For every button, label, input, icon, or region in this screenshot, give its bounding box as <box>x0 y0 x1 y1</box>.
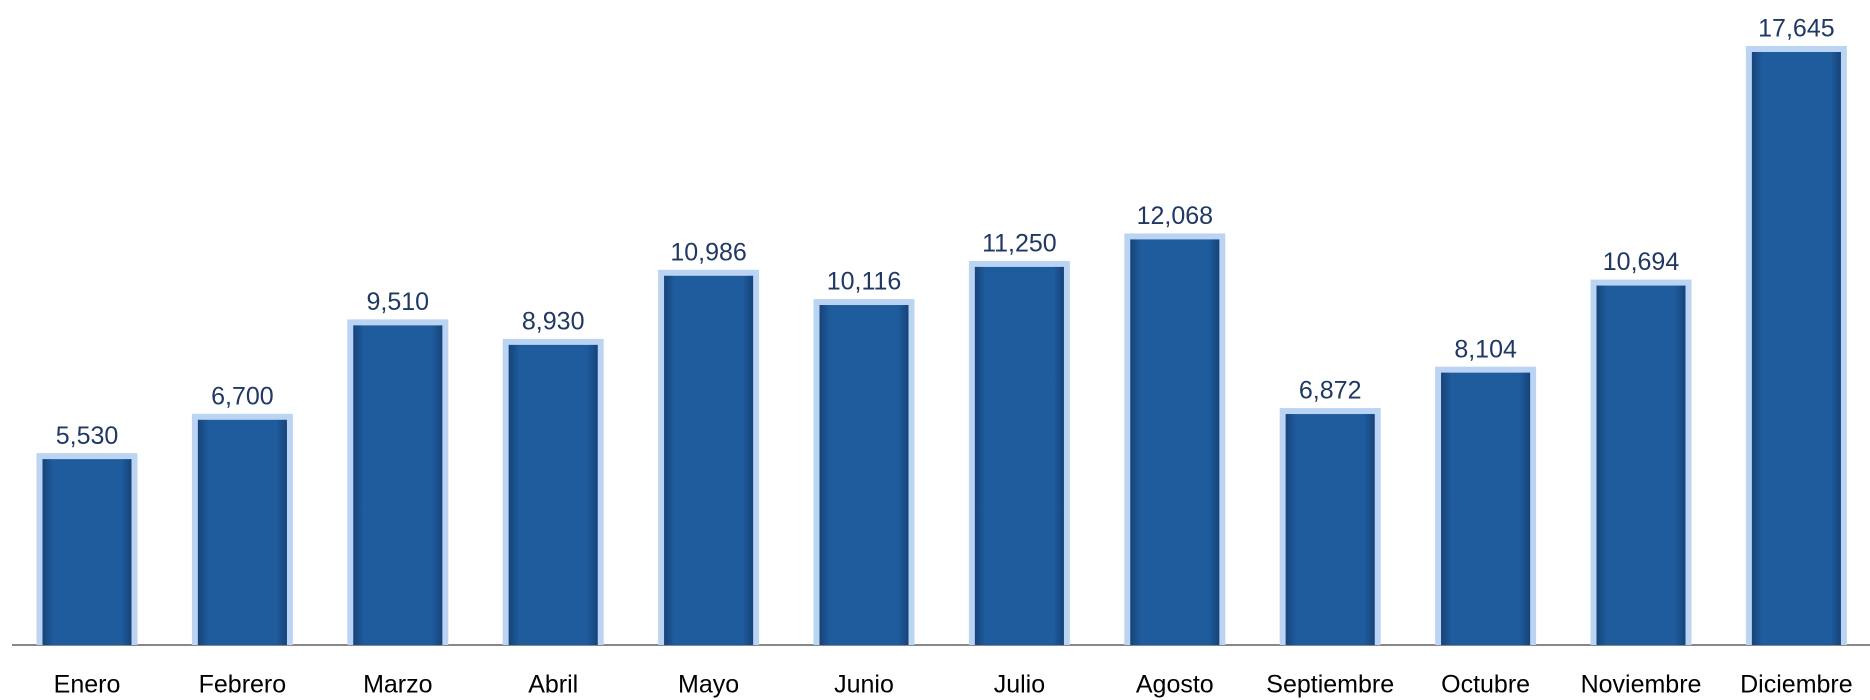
value-label: 8,930 <box>522 307 585 335</box>
bar-shade <box>1596 285 1686 645</box>
bar-shade <box>42 459 132 645</box>
bar-shade <box>819 305 909 645</box>
x-tick-label: Agosto <box>1136 671 1214 699</box>
value-label: 8,104 <box>1454 335 1517 363</box>
x-tick-label: Abril <box>528 671 578 699</box>
x-tick-label: Febrero <box>199 671 287 699</box>
bar-shade <box>197 419 287 645</box>
bar-shade <box>664 275 754 645</box>
x-tick-label: Junio <box>834 671 894 699</box>
value-label: 6,700 <box>211 382 274 410</box>
x-tick-label: Noviembre <box>1581 671 1702 699</box>
value-label: 5,530 <box>56 422 119 450</box>
bar-shade <box>1441 372 1531 645</box>
x-tick-label: Octubre <box>1441 671 1530 699</box>
bar-shade <box>1751 52 1841 645</box>
value-label: 12,068 <box>1137 202 1213 230</box>
value-label: 6,872 <box>1299 377 1362 405</box>
bar-shade <box>353 325 443 645</box>
bar-shade <box>1130 239 1220 645</box>
value-label: 11,250 <box>982 230 1057 258</box>
x-tick-label: Septiembre <box>1266 671 1394 699</box>
value-label: 10,694 <box>1603 248 1680 276</box>
value-label: 10,986 <box>670 238 746 266</box>
x-tick-label: Marzo <box>363 671 432 699</box>
value-label: 10,116 <box>827 268 902 296</box>
bar-shade <box>974 266 1064 645</box>
x-tick-label: Julio <box>994 671 1045 699</box>
x-tick-label: Diciembre <box>1740 671 1853 699</box>
bar-shade <box>1285 414 1375 645</box>
value-label: 17,645 <box>1758 15 1834 43</box>
x-tick-label: Enero <box>54 671 121 699</box>
bar-shade <box>508 344 598 645</box>
value-label: 9,510 <box>367 288 430 316</box>
x-tick-label: Mayo <box>678 671 739 699</box>
